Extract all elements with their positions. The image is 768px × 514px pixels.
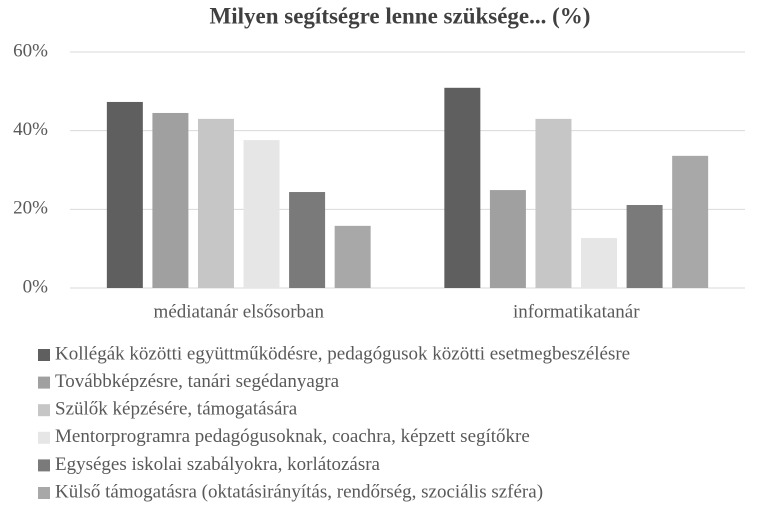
legend-swatch [38, 376, 50, 389]
legend-label: Kollégák közötti együttműködésre, pedagó… [55, 343, 630, 364]
bar [535, 118, 572, 288]
legend-label: Külső támogatásra (oktatásirányítás, ren… [55, 481, 543, 502]
bar [672, 155, 709, 288]
x-tick-label: informatikatanár [513, 301, 640, 322]
legend-swatch [38, 431, 50, 444]
legend-label: Továbbképzésre, tanári segédanyagra [55, 371, 340, 392]
legend-label: Egységes iskolai szabályokra, korlátozás… [55, 454, 381, 475]
legend-swatch [38, 404, 50, 417]
legend-swatch [38, 459, 50, 472]
chart-title: Milyen segítségre lenne szüksége... (%) [210, 3, 591, 28]
bar [106, 101, 143, 288]
y-tick-label: 20% [13, 198, 48, 219]
legend-label: Szülők képzésére, támogatására [55, 399, 298, 420]
bar [152, 112, 189, 288]
legend-swatch [38, 349, 50, 361]
bar [444, 87, 481, 288]
y-tick-label: 0% [23, 276, 49, 297]
bar [243, 140, 280, 288]
bar [289, 192, 326, 288]
bar [489, 190, 526, 288]
y-tick-label: 40% [13, 119, 48, 140]
legend-label: Mentorprogramra pedagógusoknak, coachra,… [55, 426, 530, 447]
y-tick-label: 60% [13, 40, 48, 61]
x-tick-label: médiatanár elsősorban [154, 301, 325, 322]
bar [334, 225, 371, 288]
bar [581, 238, 618, 288]
bar [197, 118, 234, 288]
bar [626, 205, 663, 288]
legend-swatch [38, 487, 50, 499]
